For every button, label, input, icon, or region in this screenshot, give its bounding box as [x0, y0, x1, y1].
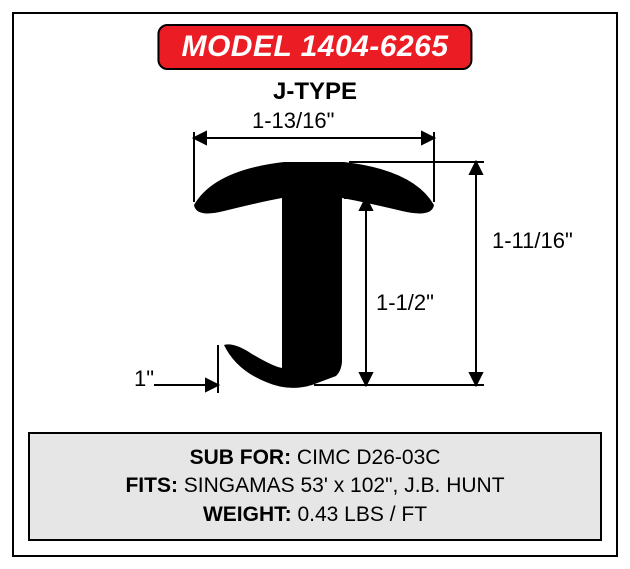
- dim-inner-height-label: 1-1/2": [376, 290, 434, 316]
- weight-label: WEIGHT:: [203, 503, 292, 526]
- model-number: MODEL 1404-6265: [181, 30, 448, 63]
- dim-hook-width: [154, 345, 218, 393]
- sub-value: CIMC D26-03C: [291, 446, 440, 469]
- fits-value: SINGAMAS 53' x 102", J.B. HUNT: [178, 474, 505, 497]
- weight-value: 0.43 LBS / FT: [292, 503, 427, 526]
- info-panel: SUB FOR: CIMC D26-03C FITS: SINGAMAS 53'…: [28, 432, 602, 541]
- dim-hook-width-label: 1": [134, 366, 154, 392]
- profile-shape: [194, 162, 434, 388]
- info-fits: FITS: SINGAMAS 53' x 102", J.B. HUNT: [38, 472, 592, 500]
- sub-label: SUB FOR:: [190, 446, 292, 469]
- model-banner: MODEL 1404-6265: [157, 24, 472, 70]
- dim-inner-height: [344, 198, 374, 385]
- fits-label: FITS:: [125, 474, 178, 497]
- cross-section-diagram: 1-13/16" 1-11/16" 1-1/2" 1": [14, 110, 616, 440]
- info-weight: WEIGHT: 0.43 LBS / FT: [38, 501, 592, 529]
- info-sub: SUB FOR: CIMC D26-03C: [38, 444, 592, 472]
- spec-card: MODEL 1404-6265 J-TYPE: [12, 12, 618, 557]
- dim-top-width-label: 1-13/16": [252, 108, 334, 134]
- type-label: J-TYPE: [273, 78, 357, 106]
- dim-overall-height-label: 1-11/16": [492, 228, 573, 254]
